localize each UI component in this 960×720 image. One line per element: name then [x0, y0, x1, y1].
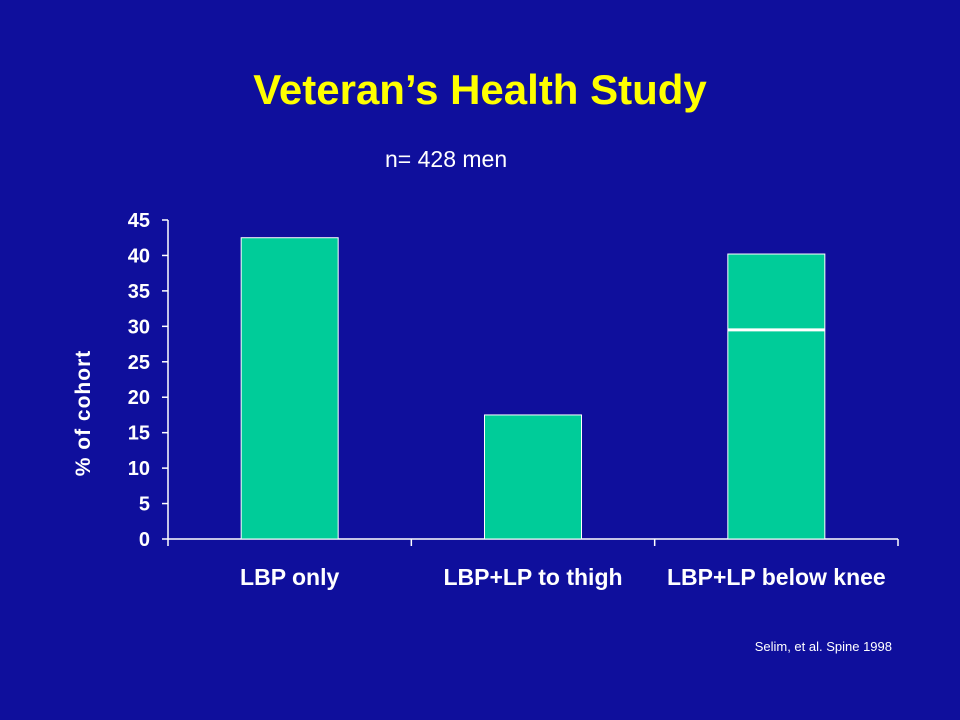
y-tick-label: 35 — [128, 281, 150, 303]
y-tick-label: 30 — [128, 316, 150, 338]
category-label: LBP+LP below knee — [667, 564, 886, 590]
bar-0 — [240, 237, 339, 540]
sample-size-label: n= 428 men — [385, 146, 508, 172]
y-tick-label: 20 — [128, 387, 150, 409]
chart-labels: 0 5 10 15 20 25 30 35 40 45 LBP only LBP+LP to thig… — [128, 210, 886, 590]
bar-2 — [727, 253, 826, 540]
y-tick-label: 10 — [128, 458, 150, 480]
y-tick-label: 40 — [128, 245, 150, 267]
slide-title: Veteran’s Health Study — [253, 66, 707, 113]
category-label: LBP only — [240, 564, 339, 590]
y-tick-label: 45 — [128, 210, 150, 232]
category-label: LBP+LP to thigh — [443, 564, 622, 590]
bar-1 — [484, 414, 582, 540]
y-tick-label: 0 — [139, 529, 150, 551]
citation: Selim, et al. Spine 1998 — [754, 639, 892, 654]
chart-bars — [240, 237, 826, 540]
y-tick-label: 25 — [128, 352, 150, 374]
y-tick-label: 15 — [128, 423, 150, 445]
y-tick-label: 5 — [139, 494, 150, 516]
